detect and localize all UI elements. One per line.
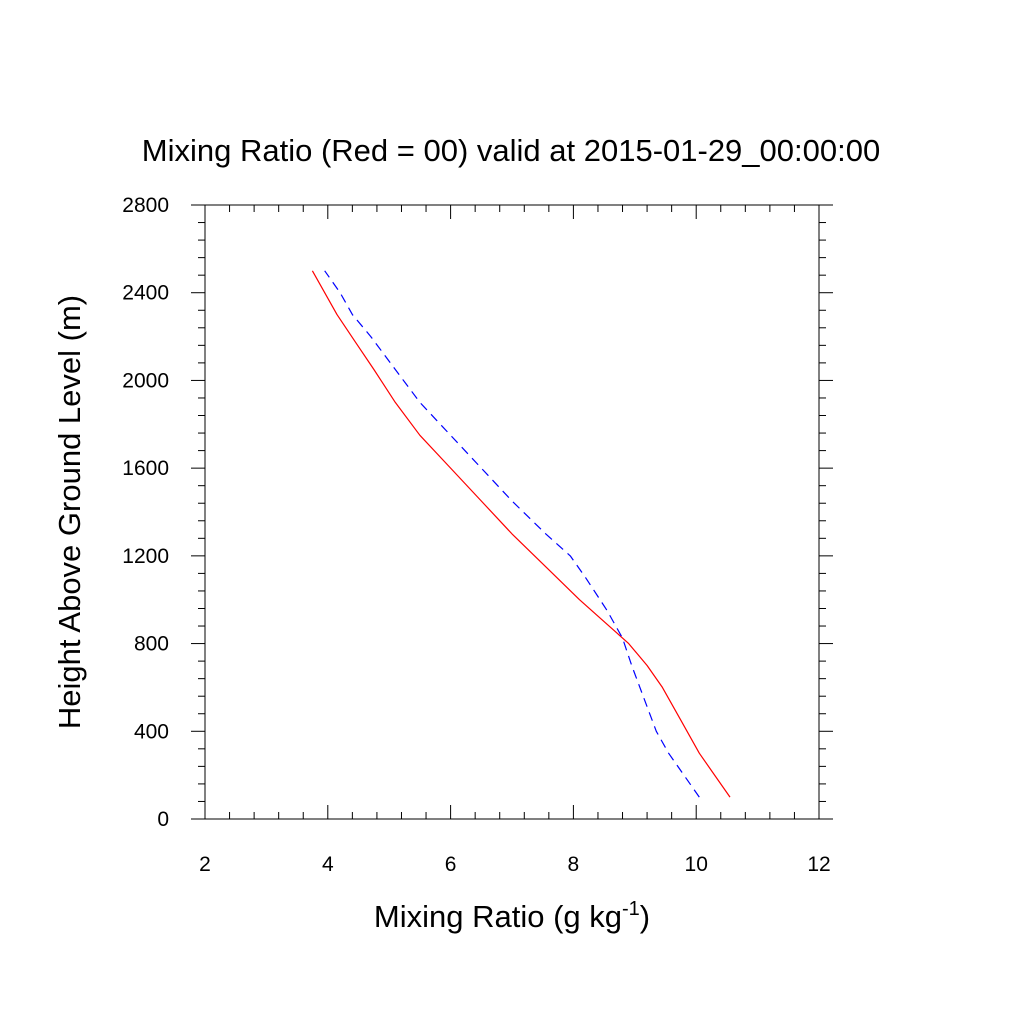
x-axis-label-main: Mixing Ratio (g kg bbox=[374, 899, 622, 934]
y-tick-label: 2800 bbox=[122, 194, 169, 217]
y-tick-label: 2400 bbox=[122, 282, 169, 305]
x-tick-label: 10 bbox=[685, 853, 708, 876]
y-tick-label: 1200 bbox=[122, 545, 169, 568]
x-tick-labels: 2 4 6 8 10 12 bbox=[199, 853, 831, 876]
x-tick-label: 12 bbox=[807, 853, 830, 876]
x-axis-label-end: ) bbox=[640, 899, 650, 934]
series-line-blue bbox=[324, 270, 700, 798]
series-layer bbox=[311, 270, 731, 798]
y-tick-label: 800 bbox=[134, 633, 169, 656]
y-tick-label: 400 bbox=[134, 720, 169, 743]
x-tick-label: 4 bbox=[322, 853, 334, 876]
y-tick-label: 1600 bbox=[122, 457, 169, 480]
x-tick-label: 6 bbox=[445, 853, 457, 876]
y-tick-labels: 0 400 800 1200 1600 2000 2400 2800 bbox=[122, 194, 169, 831]
x-axis-label-superscript: -1 bbox=[622, 898, 640, 920]
x-axis-label: Mixing Ratio (g kg-1) bbox=[374, 898, 650, 934]
axis-ticks bbox=[191, 204, 833, 820]
series-line-red bbox=[311, 270, 731, 798]
y-axis-label: Height Above Ground Level (m) bbox=[52, 295, 87, 729]
plot-frame bbox=[204, 204, 820, 820]
y-tick-label: 0 bbox=[157, 808, 169, 831]
x-tick-label: 2 bbox=[199, 853, 211, 876]
chart-title: Mixing Ratio (Red = 00) valid at 2015-01… bbox=[142, 133, 880, 168]
y-tick-label: 2000 bbox=[122, 369, 169, 392]
x-tick-label: 8 bbox=[568, 853, 580, 876]
